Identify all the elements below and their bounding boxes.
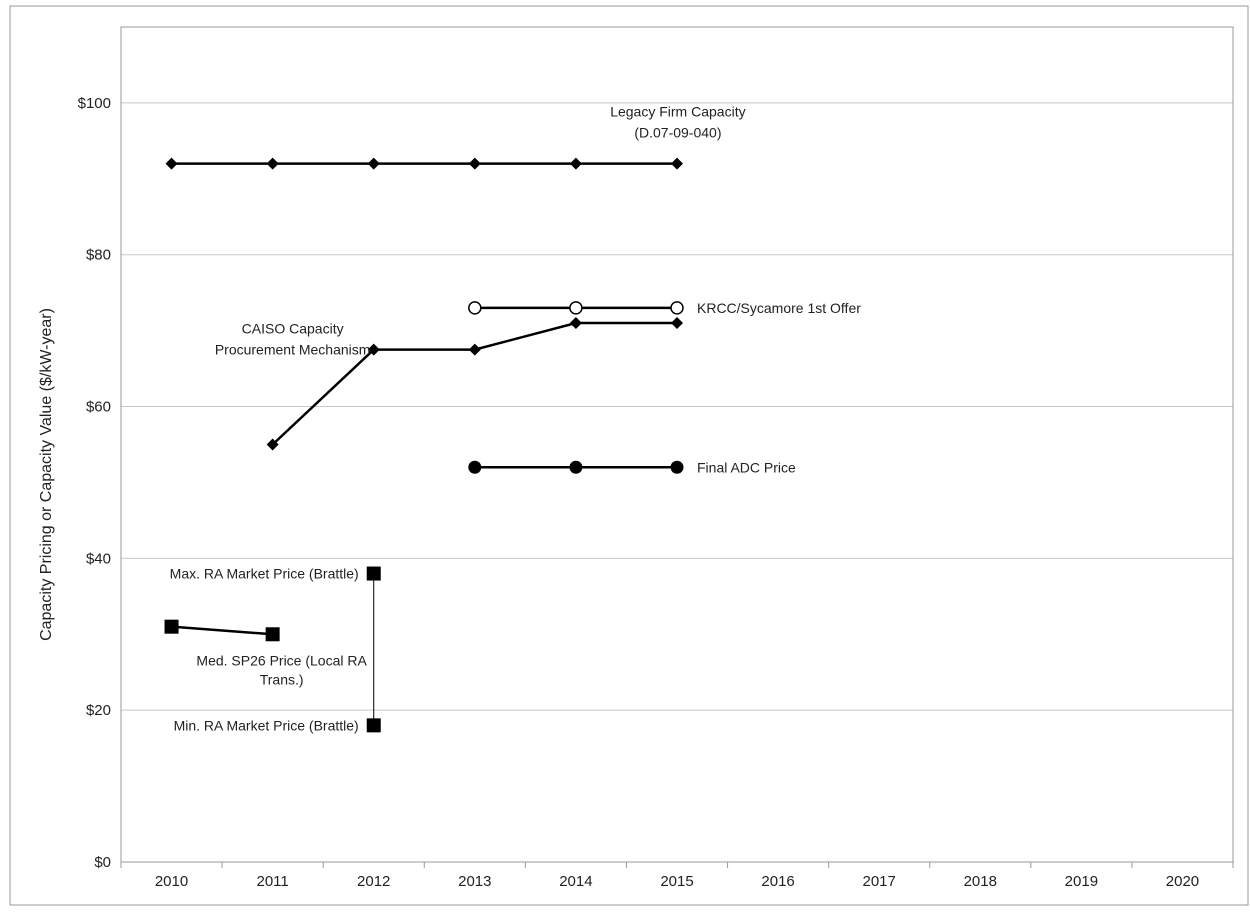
- annotation-krcc: KRCC/Sycamore 1st Offer: [697, 300, 861, 316]
- x-tick-label: 2015: [660, 873, 693, 890]
- series-5-marker: [366, 566, 381, 581]
- annotation-med-sp26: Med. SP26 Price (Local RA: [196, 653, 367, 669]
- y-tick-label: $60: [86, 399, 111, 416]
- y-tick-label: $80: [86, 247, 111, 264]
- x-tick-label: 2011: [257, 873, 289, 890]
- annotation-adc: Final ADC Price: [697, 459, 796, 475]
- x-tick-label: 2020: [1166, 873, 1199, 890]
- series-2-marker: [367, 343, 380, 356]
- series-4-marker: [265, 627, 280, 642]
- series-1-marker: [468, 301, 482, 315]
- y-axis-title: Capacity Pricing or Capacity Value ($/kW…: [38, 308, 55, 641]
- series-3-marker: [670, 460, 684, 474]
- series-2-marker: [569, 317, 582, 330]
- plot-area-border: [120, 26, 1234, 863]
- x-tick-label: 2019: [1065, 873, 1098, 890]
- series-2-marker: [266, 438, 279, 451]
- x-tick-label: 2016: [761, 873, 794, 890]
- annotation-med-sp26: Trans.): [260, 672, 304, 688]
- series-3-marker: [468, 460, 482, 474]
- y-tick-label: $100: [78, 95, 111, 112]
- series-0-marker: [468, 157, 481, 170]
- annotation-legacy: (D.07-09-040): [634, 125, 721, 141]
- series-4-line: [171, 625, 273, 636]
- series-4-marker: [164, 619, 179, 634]
- annotation-min-ra: Min. RA Market Price (Brattle): [174, 717, 359, 733]
- annotation-caiso: Procurement Mechanism: [215, 342, 371, 358]
- annotation-max-ra: Max. RA Market Price (Brattle): [170, 566, 359, 582]
- y-tick-label: $0: [94, 854, 111, 871]
- x-tick-label: 2017: [862, 873, 895, 890]
- annotation-caiso: CAISO Capacity: [242, 321, 344, 337]
- series-2-marker: [468, 343, 481, 356]
- series-0-marker: [165, 157, 178, 170]
- series-0-marker: [367, 157, 380, 170]
- series-0-marker: [569, 157, 582, 170]
- annotation-legacy: Legacy Firm Capacity: [610, 104, 745, 120]
- x-tick-label: 2012: [357, 873, 390, 890]
- y-tick-label: $20: [86, 702, 111, 719]
- y-tick-label: $40: [86, 550, 111, 567]
- x-tick-label: 2018: [964, 873, 997, 890]
- chart-area-frame: [9, 5, 1249, 906]
- series-0-marker: [266, 157, 279, 170]
- series-2-marker: [671, 317, 683, 330]
- series-5-marker: [366, 718, 381, 733]
- x-tick-label: 2010: [155, 873, 188, 890]
- x-tick-label: 2014: [559, 873, 592, 890]
- series-1-marker: [569, 301, 583, 315]
- x-tick-label: 2013: [458, 873, 491, 890]
- series-3-marker: [569, 460, 583, 474]
- series-0-marker: [671, 157, 683, 170]
- series-1-marker: [670, 301, 684, 315]
